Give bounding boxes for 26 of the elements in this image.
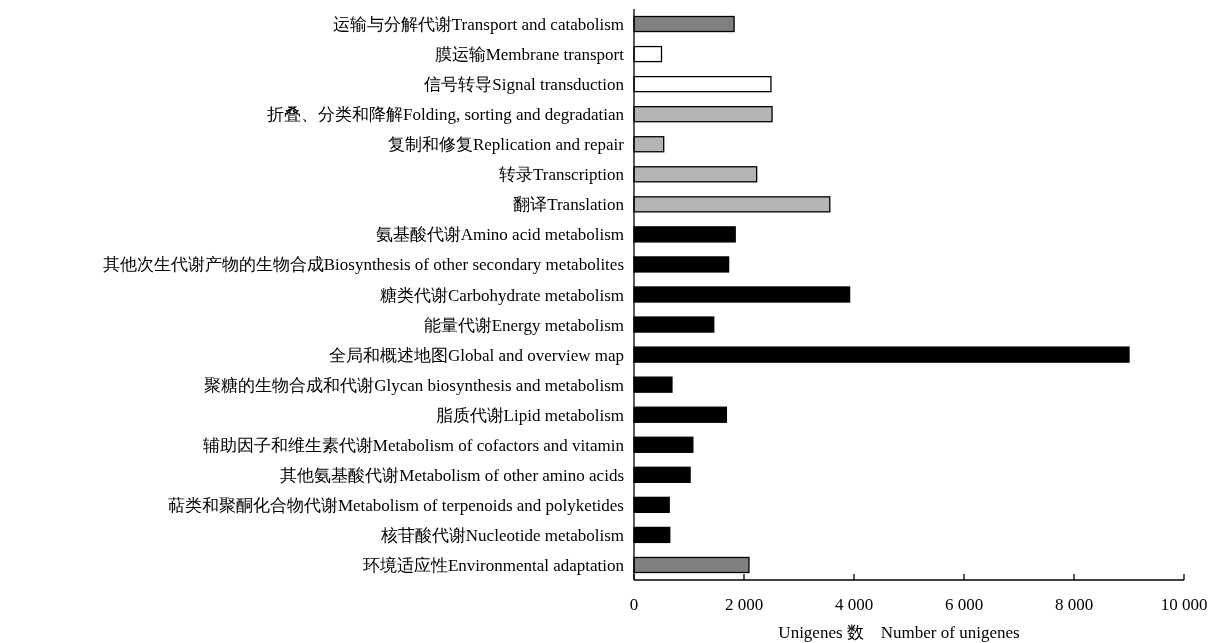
y-tick-label: 运输与分解代谢Transport and catabolism bbox=[332, 15, 624, 35]
y-tick-label: 其他氨基酸代谢Metabolism of other amino acids bbox=[280, 465, 624, 485]
x-tick-label: 10 000 bbox=[1160, 595, 1208, 614]
x-axis-title: Unigenes 数 Number of unigenes bbox=[778, 623, 1020, 642]
y-tick-label: 氨基酸代谢Amino acid metabolism bbox=[375, 225, 624, 245]
x-tick-label: 2 000 bbox=[724, 595, 764, 614]
y-tick-label: 辅助因子和维生素代谢Metabolism of cofactors and vitamin bbox=[202, 435, 625, 455]
y-tick-label: 膜运输Membrane transport bbox=[434, 45, 625, 65]
x-tick-label: 8 000 bbox=[1054, 595, 1094, 614]
x-tick-label: 6 000 bbox=[944, 595, 984, 614]
x-tick-label: 4 000 bbox=[834, 595, 874, 614]
x-tick-label: 0 bbox=[629, 595, 639, 614]
y-tick-label: 脂质代谢Lipid metabolism bbox=[435, 405, 624, 425]
y-tick-label: 环境适应性Environmental adaptation bbox=[362, 555, 625, 575]
y-tick-label: 翻译Translation bbox=[513, 195, 625, 215]
y-tick-label: 萜类和聚酮化合物代谢Metabolism of terpenoids and polyketides bbox=[167, 495, 624, 515]
y-tick-label: 复制和修复Replication and repair bbox=[387, 135, 625, 155]
y-tick-label: 其他次生代谢产物的生物合成Biosynthesis of other secondary metabolites bbox=[102, 255, 624, 275]
y-tick-label: 糖类代谢Carbohydrate metabolism bbox=[379, 285, 624, 305]
y-tick-label: 能量代谢Energy metabolism bbox=[423, 315, 624, 335]
y-tick-label: 全局和概述地图Global and overview map bbox=[328, 345, 624, 365]
y-tick-label: 核苷酸代谢Nucleotide metabolism bbox=[379, 525, 624, 545]
y-tick-label: 折叠、分类和降解Folding, sorting and degradatian bbox=[267, 105, 625, 125]
y-tick-label: 聚糖的生物合成和代谢Glycan biosynthesis and metabolism bbox=[204, 375, 624, 395]
y-tick-label: 信号转导Signal transduction bbox=[424, 75, 625, 95]
y-tick-label: 转录Transcription bbox=[499, 165, 625, 185]
